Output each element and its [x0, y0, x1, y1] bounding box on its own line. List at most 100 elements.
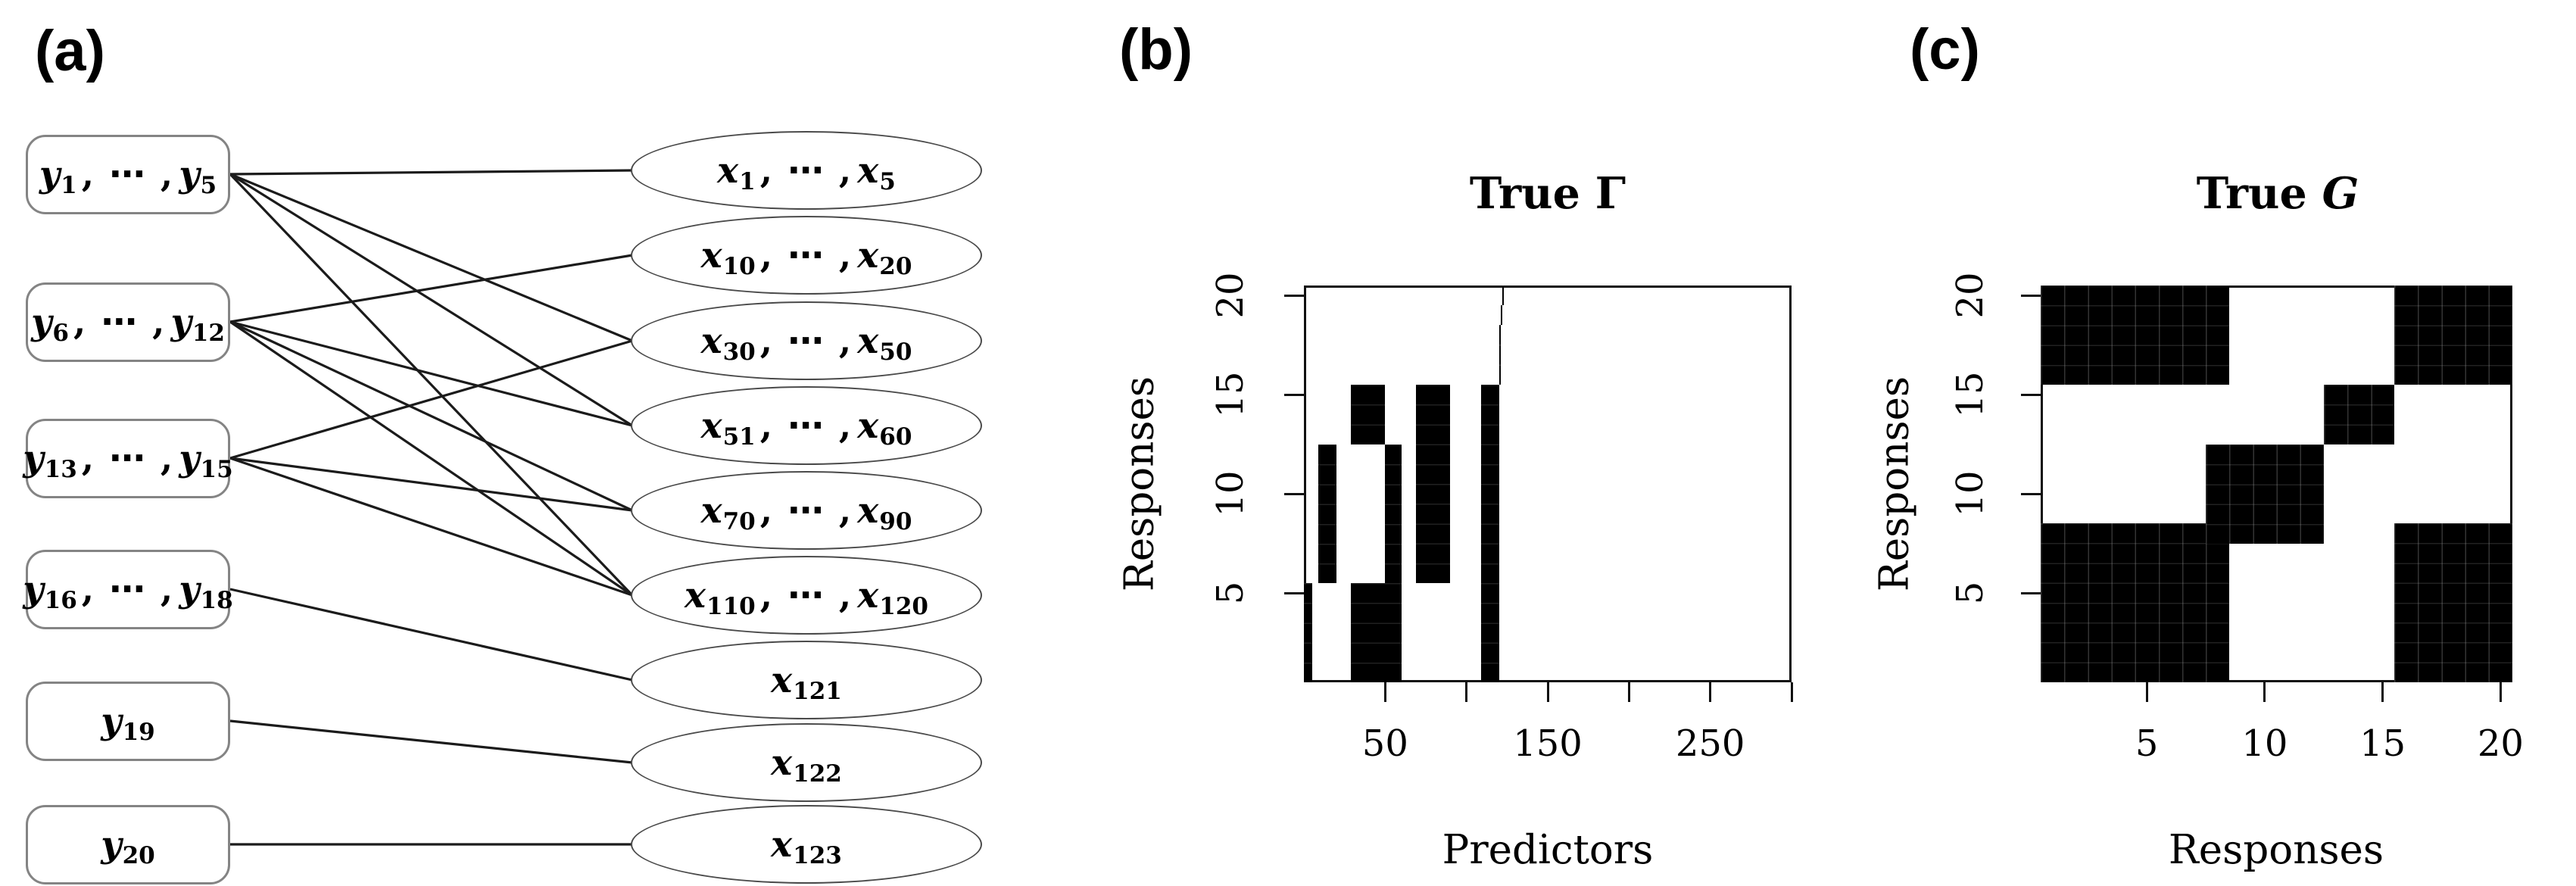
node-y6-12: y6, ⋯ , y12	[26, 282, 230, 362]
true_graph-x-tick-5	[2145, 682, 2148, 702]
true_gamma-block-x121-121-y16-18	[1499, 325, 1501, 385]
true_graph-block-x16-20-y16-20	[2394, 285, 2512, 385]
true_gamma-block-x51-60-y6-12	[1385, 444, 1402, 583]
node-x123: x123	[631, 805, 982, 884]
true-gamma-title: True Γ	[1469, 168, 1626, 219]
node-label-y13-15: y13, ⋯ , y15	[23, 437, 233, 483]
node-y1-5: y1, ⋯ , y5	[26, 134, 230, 214]
true_gamma-y-tick-label-15: 15	[1209, 371, 1252, 418]
node-label-x10-20: x10, ⋯ , x20	[700, 234, 912, 280]
true_graph-block-x1-8-y16-20	[2041, 285, 2230, 385]
node-x30-50: x30, ⋯ , x50	[631, 301, 982, 380]
node-label-x122: x122	[771, 741, 842, 788]
true_graph-y-tick-5	[2021, 591, 2041, 594]
true_gamma-block-x70-90-y6-15	[1416, 385, 1451, 583]
true_graph-plot-box	[2041, 285, 2512, 682]
true-gamma-xlabel: Predictors	[1442, 827, 1654, 873]
true_gamma-x-tick-200	[1627, 682, 1630, 702]
true_gamma-x-tick-50	[1383, 682, 1386, 702]
true_graph-y-tick-20	[2021, 294, 2041, 297]
true_graph-x-tick-label-20: 20	[2477, 722, 2524, 765]
true_gamma-y-tick-label-5: 5	[1209, 581, 1252, 605]
node-x122: x122	[631, 723, 982, 802]
node-x110-120: x110, ⋯ , x120	[631, 556, 982, 635]
true_graph-y-tick-label-20: 20	[1949, 272, 1991, 319]
true_gamma-block-x110-120-y1-15	[1480, 385, 1499, 682]
node-label-y20: y20	[101, 823, 155, 869]
true-graph-xlabel: Responses	[2168, 827, 2384, 873]
true_gamma-x-tick-label-50: 50	[1361, 722, 1408, 765]
node-label-x30-50: x30, ⋯ , x50	[700, 320, 912, 366]
node-x121: x121	[631, 641, 982, 719]
true_gamma-plot-box	[1304, 285, 1792, 682]
node-y13-15: y13, ⋯ , y15	[23, 418, 233, 498]
node-label-y1-5: y1, ⋯ , y5	[39, 153, 217, 199]
true_gamma-block-x123-123-y20-20	[1502, 285, 1505, 306]
true_gamma-x-tick-300	[1790, 682, 1793, 702]
node-label-x70-90: x70, ⋯ , x90	[700, 489, 912, 535]
true_graph-x-tick-label-15: 15	[2359, 722, 2406, 765]
edge-y13-15--x30-50	[229, 339, 633, 460]
bipartite-edge-layer	[229, 169, 634, 846]
true-gamma-ylabel: Responses	[1116, 376, 1163, 592]
edge-y13-15--x70-90	[229, 457, 633, 512]
edge-y19--x122	[229, 719, 633, 764]
true_graph-block-x16-20-y1-8	[2394, 523, 2512, 682]
node-y20: y20	[26, 804, 230, 884]
edge-y13-15--x110-120	[229, 457, 633, 597]
node-x1-5: x1, ⋯ , x5	[631, 131, 982, 210]
true_gamma-x-tick-100	[1465, 682, 1468, 702]
true_graph-y-tick-label-15: 15	[1949, 371, 1991, 418]
node-label-x121: x121	[771, 659, 842, 705]
true_graph-y-tick-label-5: 5	[1949, 581, 1991, 605]
true_graph-x-tick-10	[2263, 682, 2266, 702]
true_gamma-x-tick-250	[1709, 682, 1712, 702]
edge-y1-5--x1-5	[229, 169, 633, 176]
node-y16-18: y16, ⋯ , y18	[23, 549, 233, 629]
edge-y1-5--x51-60	[229, 173, 633, 427]
true_graph-y-tick-10	[2021, 492, 2041, 495]
true_gamma-y-tick-label-10: 10	[1209, 470, 1252, 517]
edge-y1-5--x30-50	[229, 173, 633, 342]
true_gamma-y-tick-20	[1284, 294, 1304, 297]
true_gamma-block-x30-60-y1-5	[1351, 583, 1402, 682]
true_gamma-y-tick-5	[1284, 591, 1304, 594]
node-y19: y19	[26, 681, 230, 761]
edge-y6-12--x70-90	[229, 320, 633, 512]
edge-y16-18--x121	[229, 588, 633, 682]
true_graph-x-tick-label-10: 10	[2241, 722, 2288, 765]
node-x51-60: x51, ⋯ , x60	[631, 386, 982, 465]
true_gamma-y-tick-15	[1284, 393, 1304, 396]
true-graph-title: True G	[2196, 168, 2359, 219]
true_gamma-y-tick-label-20: 20	[1209, 272, 1252, 319]
node-label-x51-60: x51, ⋯ , x60	[700, 404, 912, 451]
true_graph-block-x8-12-y8-12	[2206, 444, 2324, 544]
node-label-y19: y19	[101, 700, 155, 746]
node-x10-20: x10, ⋯ , x20	[631, 216, 982, 295]
true_graph-x-tick-15	[2381, 682, 2384, 702]
true_gamma-block-x1-5-y1-5	[1304, 583, 1312, 682]
node-label-x1-5: x1, ⋯ , x5	[717, 149, 896, 195]
script-g-symbol: G	[2322, 168, 2359, 219]
true_graph-block-x13-15-y13-15	[2323, 385, 2395, 445]
panel-b-label: (b)	[1119, 17, 1193, 82]
true_gamma-block-x10-20-y6-12	[1318, 444, 1336, 583]
true_gamma-block-x122-122-y19-19	[1500, 305, 1502, 326]
edge-y6-12--x10-20	[229, 254, 633, 323]
true_graph-y-tick-label-10: 10	[1949, 470, 1991, 517]
true_gamma-x-tick-label-250: 250	[1675, 722, 1745, 765]
edge-y6-12--x110-120	[229, 320, 633, 597]
node-label-y16-18: y16, ⋯ , y18	[23, 568, 233, 614]
true_gamma-x-tick-150	[1546, 682, 1549, 702]
true_graph-x-tick-20	[2499, 682, 2502, 702]
panel-c-label: (c)	[1910, 17, 1980, 82]
node-label-y6-12: y6, ⋯ , y12	[31, 301, 225, 347]
true_gamma-block-x30-50-y13-15	[1351, 385, 1386, 445]
edge-y1-5--x110-120	[229, 173, 634, 597]
node-x70-90: x70, ⋯ , x90	[631, 471, 982, 550]
true_graph-x-tick-label-5: 5	[2135, 722, 2159, 765]
